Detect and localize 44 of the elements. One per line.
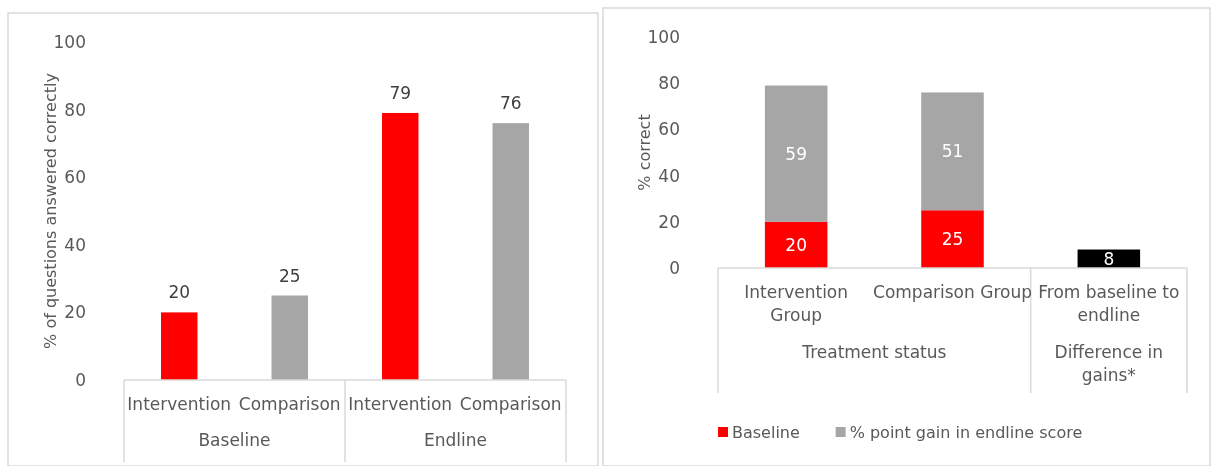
x-tick-label: From baseline to endline xyxy=(1038,282,1180,325)
y-tick-label: 80 xyxy=(658,73,680,94)
data-label: 20 xyxy=(168,282,191,303)
bar xyxy=(492,123,529,380)
data-label: 51 xyxy=(941,141,964,162)
y-tick-label: 100 xyxy=(647,26,680,47)
x-tick-label: Intervention Group xyxy=(744,282,849,325)
text: Difference in gains* xyxy=(1054,342,1164,385)
x-tick-label: Intervention xyxy=(348,394,453,414)
y-tick-label: 60 xyxy=(64,167,86,188)
data-label: 79 xyxy=(389,82,412,103)
bar xyxy=(271,295,308,380)
y-tick-label: 80 xyxy=(64,99,86,120)
x-tick-label: Comparison Group xyxy=(873,282,1032,302)
data-label: 20 xyxy=(785,234,807,255)
y-tick-label: 20 xyxy=(64,302,86,323)
y-tick-label: 0 xyxy=(669,257,680,278)
x-tick-label: Comparison xyxy=(238,394,341,414)
y-tick-label: 40 xyxy=(658,165,680,186)
data-label: 8 xyxy=(1103,248,1115,269)
bar xyxy=(921,210,984,268)
text: Treatment status xyxy=(801,342,947,362)
bar xyxy=(921,92,984,211)
x-tick-label: Comparison xyxy=(459,394,562,414)
bar xyxy=(764,85,828,222)
legend-label: Baseline xyxy=(732,422,800,442)
y-tick-label: 60 xyxy=(658,119,680,140)
y-axis-title: % correct xyxy=(635,114,654,191)
y-tick-label: 20 xyxy=(658,211,680,232)
y-tick-label: 40 xyxy=(64,234,86,255)
x-tick-label: Intervention xyxy=(127,394,232,414)
data-label: 76 xyxy=(499,93,522,114)
data-label: 59 xyxy=(785,143,807,164)
bar xyxy=(382,112,419,380)
data-label: 25 xyxy=(941,229,964,250)
data-label: 25 xyxy=(278,265,301,286)
y-tick-label: 0 xyxy=(75,369,86,390)
text: Baseline xyxy=(198,430,271,450)
legend-label: % point gain in endline score xyxy=(849,422,1083,442)
bar xyxy=(764,221,828,268)
bar xyxy=(161,312,198,380)
y-tick-label: 100 xyxy=(53,31,86,52)
text: Endline xyxy=(424,430,487,450)
y-axis-title: % of questions answered correctly xyxy=(41,73,60,349)
